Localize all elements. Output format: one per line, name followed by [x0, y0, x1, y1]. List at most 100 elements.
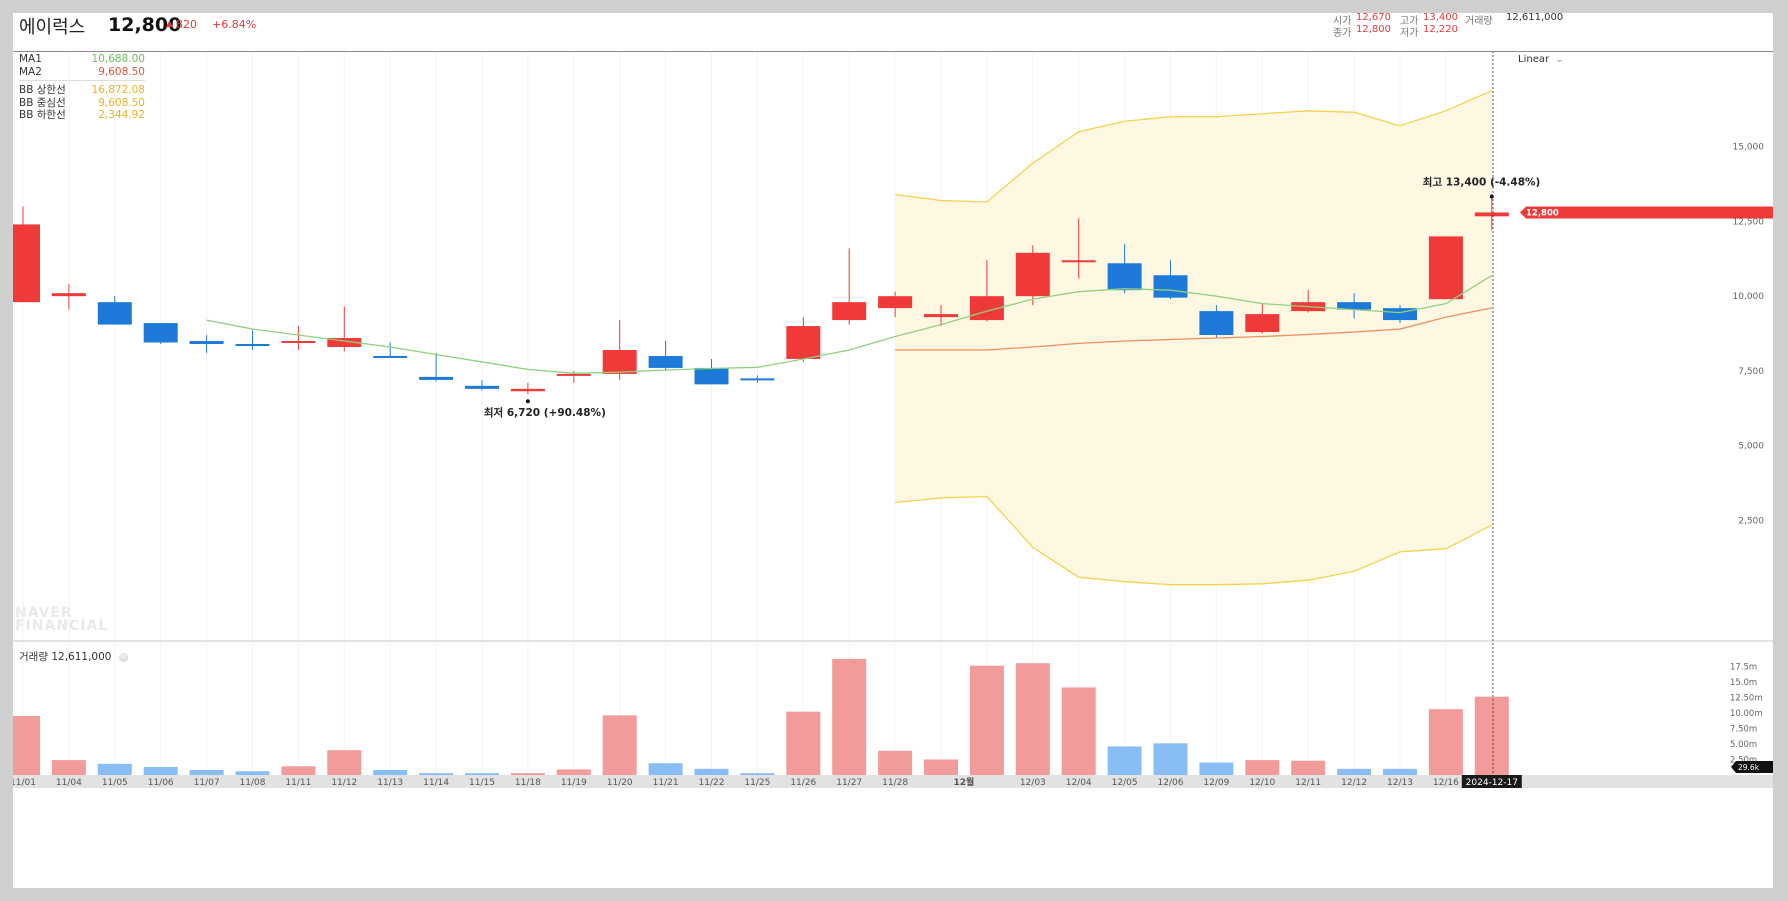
candle-up	[602, 349, 637, 374]
candle-up	[1245, 314, 1280, 333]
candle-down	[97, 302, 132, 325]
ma2-value: 9,608.50	[98, 65, 145, 78]
volume-bar	[556, 769, 591, 775]
x-tick-label: 11/21	[653, 778, 679, 788]
scale-mode-button[interactable]: Linear ⌄	[1518, 54, 1564, 65]
x-tick-label: 11/05	[102, 778, 128, 788]
candle-down	[1337, 302, 1372, 310]
volume-label: 거래량	[1465, 16, 1493, 27]
volume-bar	[510, 773, 545, 775]
volume-legend[interactable]: 거래량 12,611,000 ⚙	[19, 649, 128, 664]
bb-mid-row[interactable]: BB 중심선 9,608.50	[19, 97, 145, 110]
volume-bar	[419, 773, 454, 775]
volume-bar	[1474, 696, 1509, 775]
bb-lower-label: BB 하한선	[19, 109, 66, 121]
candle-down	[648, 355, 683, 368]
ma2-row[interactable]: MA2 9,608.50	[19, 66, 145, 79]
candle-up	[1015, 252, 1050, 297]
stock-header: 에이럭스 12,800 ▲ 820 +6.84% 시가 12,670 고가 13…	[13, 13, 1773, 52]
candle-down	[419, 376, 454, 380]
ma1-line	[206, 275, 1493, 374]
x-tick-label: 12/04	[1066, 778, 1092, 788]
volume-legend-value: 12,611,000	[51, 651, 112, 663]
candle-up	[51, 293, 86, 297]
y-tick-label: 7,500	[1738, 367, 1764, 377]
bb-mid-value: 9,608.50	[98, 96, 145, 109]
x-tick-label: 11/28	[882, 778, 908, 788]
volume-bar	[924, 759, 958, 775]
chevron-down-icon: ⌄	[1555, 54, 1564, 65]
volume-bar	[281, 766, 316, 775]
indicator-legend[interactable]: MA1 10,688.00 MA2 9,608.50 BB 상한선 16,872…	[19, 53, 145, 122]
candle-down	[740, 378, 775, 381]
volume-bar	[1337, 768, 1372, 775]
low-marker	[525, 399, 530, 404]
candle-up	[1428, 236, 1463, 300]
x-tick-label: 12/06	[1158, 778, 1184, 788]
volume-bar	[143, 766, 178, 775]
open-value: 12,670	[1356, 13, 1391, 23]
high-label: 고가	[1400, 16, 1419, 27]
volume-bar	[1107, 746, 1142, 775]
ma1-label: MA1	[19, 53, 42, 65]
volume-bar	[1428, 709, 1463, 775]
candle-up	[924, 314, 958, 318]
x-tick-label: 11/19	[561, 778, 587, 788]
candle-down	[235, 344, 270, 347]
low-annotation: 최저 6,720 (+90.48%)	[484, 406, 606, 419]
volume-bar	[235, 771, 270, 775]
ma1-value: 10,688.00	[91, 53, 145, 65]
bollinger-band-area	[895, 90, 1492, 585]
volume-tick-label: 15.0m	[1730, 678, 1757, 688]
candle-down	[1383, 308, 1417, 321]
x-tick-label: 11/04	[56, 778, 82, 788]
candle-up	[832, 302, 867, 321]
gear-icon[interactable]: ⚙	[118, 652, 128, 662]
y-tick-label: 12,500	[1733, 217, 1765, 227]
candle-down	[373, 355, 408, 358]
x-tick-label: 11/14	[423, 778, 449, 788]
volume-tick-label: 12.50m	[1730, 693, 1763, 703]
volume-bar	[327, 750, 362, 775]
volume-bar	[189, 770, 224, 775]
volume-bar	[373, 770, 408, 775]
ma2-line	[895, 307, 1492, 351]
stock-name: 에이럭스	[19, 17, 86, 38]
candle-down	[465, 385, 499, 389]
bb-upper-row[interactable]: BB 상한선 16,872.08	[19, 84, 145, 97]
chart-canvas[interactable]: 2,500 5,000 7,500 10,000 12,500 15,000 최고 13,4…	[13, 13, 1773, 888]
volume-bar	[786, 711, 821, 775]
volume-value: 12,611,000	[1506, 13, 1564, 23]
volume-bar	[969, 665, 1004, 775]
ma1-row[interactable]: MA1 10,688.00	[19, 53, 145, 66]
volume-bar	[13, 716, 40, 775]
candle-up	[327, 338, 362, 347]
volume-bar	[1383, 768, 1417, 775]
x-tick-label: 11/15	[469, 778, 495, 788]
volume-tick-label: 7.50m	[1730, 724, 1757, 734]
volume-tick-label: 5.00m	[1730, 740, 1757, 750]
volume-tick-label: 2.50m	[1730, 755, 1757, 765]
y-tick-label: 10,000	[1733, 292, 1765, 302]
volume-crosshair-label: 29.6k	[1738, 763, 1760, 772]
bb-lower-line	[895, 495, 1493, 586]
change-percent: +6.84%	[212, 18, 257, 31]
y-tick-label: 5,000	[1738, 442, 1764, 452]
candle-down	[1153, 275, 1188, 298]
x-tick-label: 11/26	[790, 778, 816, 788]
x-tick-label: 11/13	[377, 778, 403, 788]
x-tick-label: 11/07	[194, 778, 220, 788]
bb-lower-row[interactable]: BB 하한선 2,344.92	[19, 109, 145, 122]
bb-upper-line	[895, 90, 1493, 203]
x-tick-label: 12/13	[1387, 778, 1413, 788]
volume-bar	[1061, 687, 1096, 775]
x-tick-label: 12/16	[1433, 778, 1459, 788]
crosshair-date-box	[1461, 775, 1522, 788]
volume-bar	[1291, 760, 1326, 775]
volume-bar	[1245, 760, 1280, 775]
volume-bar	[1199, 762, 1234, 775]
open-label: 시가	[1333, 16, 1352, 27]
x-tick-label: 11/11	[285, 778, 311, 788]
volume-bar	[97, 763, 132, 775]
close-value: 12,800	[1356, 24, 1391, 35]
